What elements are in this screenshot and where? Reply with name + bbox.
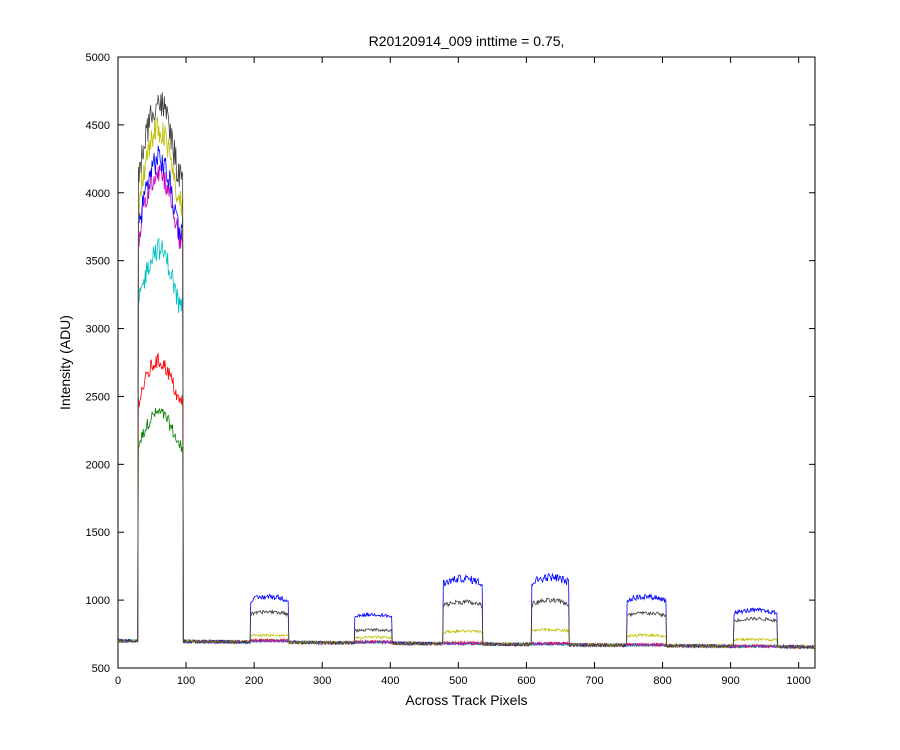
y-tick-label: 2500 — [86, 391, 110, 403]
x-tick-label: 300 — [313, 675, 331, 687]
chart-title: R20120914_009 inttime = 0.75, — [369, 33, 565, 49]
y-tick-label: 2000 — [86, 459, 110, 471]
ticks-layer: 0 100 200 300 400 500 600 700 800 900 1000 500 1000 1… — [86, 52, 815, 687]
x-tick-label: 800 — [653, 675, 671, 687]
x-tick-label: 700 — [585, 675, 603, 687]
x-tick-label: 600 — [517, 675, 535, 687]
x-tick-label: 100 — [177, 675, 195, 687]
y-tick-label: 3000 — [86, 324, 110, 336]
x-tick-label: 1000 — [786, 675, 810, 687]
y-tick-label: 500 — [92, 663, 110, 675]
y-tick-label: 1000 — [86, 595, 110, 607]
y-tick-label: 1500 — [86, 527, 110, 539]
y-tick-label: 5000 — [86, 52, 110, 64]
x-tick-label: 500 — [449, 675, 467, 687]
x-tick-label: 0 — [115, 675, 121, 687]
series-line — [118, 92, 815, 650]
y-tick-label: 4500 — [86, 120, 110, 132]
x-tick-label: 900 — [721, 675, 739, 687]
x-axis-title: Across Track Pixels — [405, 692, 527, 708]
x-tick-label: 400 — [381, 675, 399, 687]
series-layer — [118, 92, 815, 650]
x-tick-label: 200 — [245, 675, 263, 687]
y-tick-label: 4000 — [86, 188, 110, 200]
axes-box — [117, 56, 816, 669]
y-axis-title: Intensity (ADU) — [57, 315, 73, 410]
y-tick-label: 3500 — [86, 256, 110, 268]
